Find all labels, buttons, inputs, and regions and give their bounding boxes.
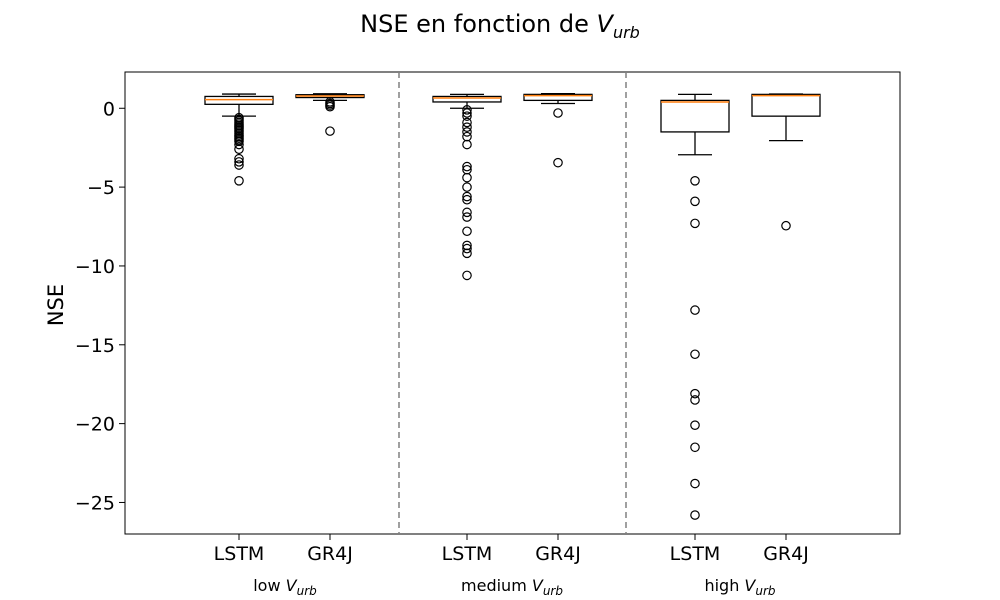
outlier-point [690, 442, 700, 453]
y-tick-label: −5 [87, 177, 115, 199]
outlier-point [234, 175, 244, 186]
outlier-point [462, 270, 472, 281]
outlier-point [462, 139, 472, 150]
y-axis-label: NSE [44, 284, 68, 326]
x-axis: LSTM GR4J LSTM GR4J LSTM GR4J low Vurb medium V… [214, 534, 809, 598]
iqr-box [660, 99, 730, 133]
outlier-point [462, 111, 472, 121]
outlier-point [690, 395, 700, 405]
iqr-box [204, 95, 274, 105]
outlier-point [690, 305, 700, 315]
outlier-point [553, 157, 563, 168]
y-axis: 0 −5 −10 −15 −20 −25 [75, 98, 125, 514]
outlier-point [462, 182, 472, 192]
outlier-point [462, 212, 472, 222]
outlier-point [234, 139, 244, 150]
x-tick-label: LSTM [670, 543, 721, 565]
y-tick-label: −25 [75, 492, 115, 514]
outlier-point [690, 196, 700, 207]
outlier-point [234, 153, 244, 164]
outlier-point [462, 172, 472, 183]
box-series [204, 92, 821, 520]
box-lstm-2 [432, 93, 502, 281]
outlier-point [690, 218, 700, 229]
outlier-point [462, 127, 472, 137]
outlier-point [234, 157, 244, 167]
group-label: high Vurb [704, 576, 775, 598]
box-lstm-0 [204, 93, 274, 186]
outlier-point [234, 144, 244, 155]
chart-title: NSE en fonction de Vurb [360, 10, 640, 42]
y-tick-label: −20 [75, 414, 115, 436]
iqr-box [432, 95, 502, 103]
outlier-point [462, 108, 472, 118]
y-tick-label: 0 [103, 98, 115, 120]
outlier-point [462, 207, 472, 218]
box-gr4j-3 [523, 92, 593, 168]
outlier-point [325, 101, 335, 112]
outlier-point [690, 388, 700, 399]
box-gr4j-5 [751, 93, 821, 231]
outlier-point [690, 349, 700, 360]
x-tick-label: GR4J [763, 543, 809, 565]
outlier-point [690, 420, 700, 431]
outlier-point [690, 478, 700, 489]
iqr-box [751, 93, 821, 117]
outlier-point [781, 220, 791, 231]
box-lstm-4 [660, 93, 730, 520]
x-tick-label: GR4J [307, 543, 353, 565]
outlier-point [462, 243, 472, 254]
x-tick-label: LSTM [214, 543, 265, 565]
outlier-point [234, 160, 244, 170]
group-label: medium Vurb [461, 576, 563, 598]
outlier-point [553, 108, 563, 118]
box-gr4j-1 [295, 93, 365, 136]
group-separators [398, 72, 627, 534]
outlier-point [690, 175, 700, 186]
iqr-box [523, 93, 593, 102]
outlier-point [462, 105, 472, 115]
outlier-point [462, 194, 472, 205]
group-label: low Vurb [253, 576, 317, 598]
x-tick-label: GR4J [535, 543, 581, 565]
outlier-point [690, 510, 700, 520]
y-tick-label: −15 [75, 335, 115, 357]
y-tick-label: −10 [75, 256, 115, 278]
outlier-point [462, 226, 472, 237]
plot-area [124, 71, 901, 535]
outlier-point [325, 126, 335, 136]
outlier-point [462, 122, 472, 132]
outlier-point [462, 248, 472, 259]
outlier-point [462, 161, 472, 172]
outlier-point [462, 117, 472, 128]
outlier-point [462, 191, 472, 202]
x-tick-label: LSTM [442, 543, 493, 565]
